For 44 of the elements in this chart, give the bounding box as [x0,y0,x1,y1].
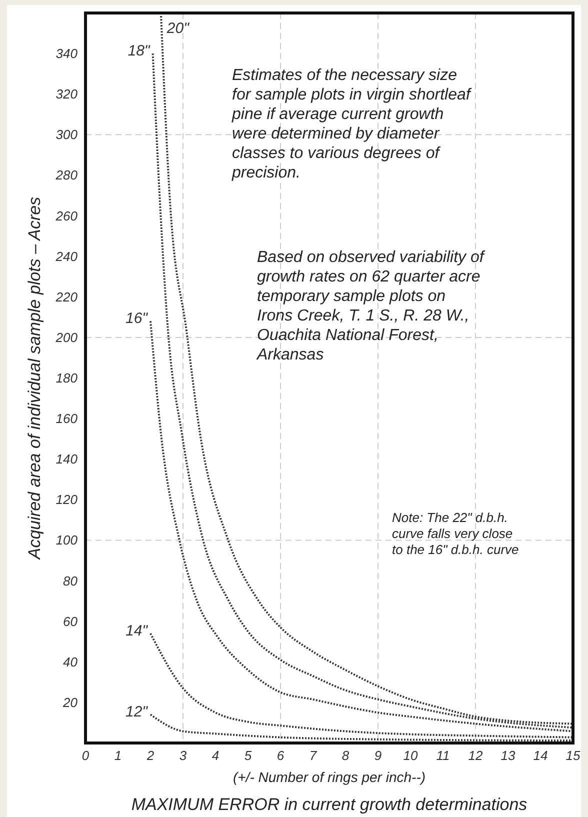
x-tick-label: 1 [114,748,122,763]
x-tick-label: 4 [212,748,220,763]
y-tick-label: 140 [56,452,78,467]
y-tick-label: 60 [63,614,78,629]
line-series [150,632,574,738]
y-tick-label: 80 [63,573,78,588]
annotation: Note: The 22" d.b.h. curve falls very close to the 16" d.b.h. curve [392,510,519,557]
series-label: 14" [125,622,148,640]
x-tick-label: 8 [342,748,350,763]
x-tick-label: 5 [244,748,252,763]
y-tick-label: 340 [56,46,78,62]
y-tick-label: 200 [54,330,78,345]
x-tick-label: 14 [533,748,548,763]
annotation: Estimates of the necessary size for sample plots in virgin shortleaf pine if average current growth were determined by diameter classes to various degrees of precision. [231,67,472,182]
y-tick-label: 20 [62,694,78,710]
y-tick-label: 220 [54,289,78,304]
x-tick-label: 13 [500,748,516,763]
x-axis-title: (+/- Number of rings per inch--) MAXIMUM ERROR in current growth determinations [131,769,528,814]
x-tick-label: 10 [403,748,418,763]
annotation: Based on observed variability of growth rates on 62 quarter acre temporary sample plots on Irons Creek, T. 1 S., R. 28 W., Ouachita National Forest, Arkansas [256,249,486,364]
y-tick-label: 160 [56,411,78,426]
series-label: 16" [125,310,148,328]
y-tick-label: 100 [56,532,78,548]
x-tick-label: 2 [146,748,155,763]
series-label: 12" [125,704,148,721]
x-tick-label: 15 [566,748,581,763]
y-tick-label: 260 [54,208,78,224]
series-label: 20" [166,20,190,37]
y-tick-label: 180 [56,370,78,386]
y-tick-label: 120 [56,492,78,508]
series-label: 18" [128,42,150,60]
y-tick-label: 320 [56,86,78,102]
y-tick-label: 240 [54,248,78,264]
x-tick-label: 3 [179,748,188,763]
x-tick-label: 9 [374,748,382,763]
x-tick-label: 12 [468,748,484,763]
x-tick-label: 6 [276,748,285,763]
x-tick-label: 0 [82,748,90,763]
y-tick-label: 40 [63,654,78,670]
y-axis-title: Acquired area of individual sample plots – Acres [25,196,44,560]
x-tick-label: 11 [436,748,450,763]
y-tick-label: 280 [54,168,78,183]
y-tick-label: 300 [56,127,78,142]
x-tick-label: 7 [309,748,318,763]
